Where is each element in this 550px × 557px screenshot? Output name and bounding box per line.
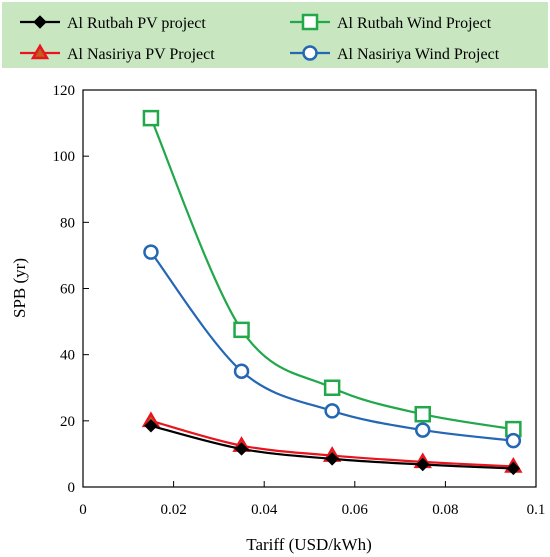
data-point-al-nasiriya-wind-project (505, 432, 522, 449)
y-tick-label: 0 (68, 480, 76, 496)
legend-marker (33, 15, 47, 29)
data-point-al-rutbah-wind-project (233, 321, 250, 339)
legend-marker (302, 45, 318, 61)
y-tick-label: 100 (53, 149, 76, 165)
series-al-rutbah-pv-project (144, 419, 521, 476)
data-point-al-rutbah-pv-project (144, 419, 158, 433)
legend-marker (301, 13, 319, 31)
legend-item: Al Nasiriya PV Project (20, 43, 215, 63)
y-tick-label: 60 (60, 282, 75, 298)
y-tick-label: 20 (60, 414, 75, 430)
data-point-al-rutbah-wind-project (323, 379, 341, 396)
data-point-al-rutbah-pv-project (506, 461, 521, 476)
legend-label: Al Nasiriya Wind Project (337, 46, 500, 63)
legend-marker (30, 43, 50, 60)
data-point-al-rutbah-pv-project (416, 457, 430, 472)
legend-label: Al Nasiriya PV Project (67, 46, 215, 63)
legend-item: Al Rutbah Wind Project (290, 13, 492, 32)
data-point-al-rutbah-pv-project (325, 452, 339, 466)
x-tick-label: 0.08 (432, 502, 458, 518)
data-point-al-nasiriya-wind-project (415, 422, 431, 438)
legend-label: Al Rutbah PV project (67, 15, 206, 32)
data-point-al-nasiriya-wind-project (143, 244, 159, 260)
series-line-al-nasiriya-wind-project (150, 251, 514, 442)
y-tick-label: 80 (60, 215, 75, 231)
legend: Al Rutbah PV project Al Rutbah Wind Proje… (20, 13, 500, 63)
data-point-al-rutbah-wind-project (414, 405, 431, 423)
y-axis: 0 20 40 60 80 100 120 (53, 83, 89, 496)
data-point-al-nasiriya-wind-project (324, 403, 340, 419)
y-tick-label: 120 (53, 83, 76, 99)
series-group (141, 109, 523, 476)
series-al-nasiriya-wind-project (143, 244, 522, 449)
series-al-rutbah-wind-project (142, 109, 522, 438)
x-tick-label: 0.1 (527, 502, 546, 518)
x-axis: 0 0.02 0.04 0.06 0.08 0.1 (79, 481, 545, 518)
legend-item: Al Nasiriya Wind Project (290, 45, 500, 63)
x-tick-label: 0 (79, 502, 87, 518)
x-axis-title: Tariff (USD/kWh) (246, 535, 372, 554)
legend-item: Al Rutbah PV project (20, 15, 206, 32)
series-line-al-rutbah-wind-project (149, 117, 514, 431)
legend-label: Al Rutbah Wind Project (337, 15, 492, 32)
x-tick-label: 0.06 (342, 502, 369, 518)
data-point-al-rutbah-wind-project (142, 109, 160, 127)
y-tick-label: 40 (60, 348, 75, 364)
x-tick-label: 0.02 (160, 502, 186, 518)
x-tick-label: 0.04 (251, 502, 278, 518)
data-point-al-nasiriya-wind-project (233, 363, 250, 379)
legend-background (2, 2, 548, 68)
y-axis-title: SPB (yr) (10, 258, 29, 318)
data-point-al-rutbah-pv-project (234, 442, 249, 456)
